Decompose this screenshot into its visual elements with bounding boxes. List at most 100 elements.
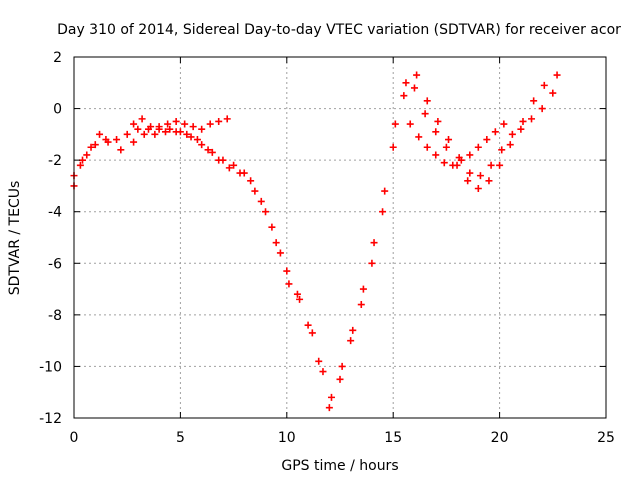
data-point xyxy=(198,125,206,133)
data-point xyxy=(496,161,504,169)
data-point xyxy=(230,161,238,169)
data-point xyxy=(308,329,316,337)
data-point xyxy=(225,164,233,172)
data-point xyxy=(347,337,355,345)
data-point xyxy=(117,146,125,154)
data-point xyxy=(338,362,346,370)
data-point xyxy=(181,120,189,128)
data-point xyxy=(336,375,344,383)
data-point xyxy=(508,130,516,138)
data-point xyxy=(485,177,493,185)
x-tick-label: 10 xyxy=(278,430,296,446)
data-point xyxy=(506,141,514,149)
data-point xyxy=(76,161,84,169)
data-point xyxy=(368,259,376,267)
data-point xyxy=(327,393,335,401)
data-point xyxy=(315,357,323,365)
data-point xyxy=(457,156,465,164)
y-tick-label: -12 xyxy=(39,411,62,427)
data-point xyxy=(442,143,450,151)
data-point xyxy=(183,130,191,138)
data-point xyxy=(464,177,472,185)
data-point xyxy=(204,146,212,154)
data-point xyxy=(483,136,491,144)
data-point xyxy=(381,187,389,195)
data-point xyxy=(283,267,291,275)
axis-ticks: 0 5 10 15 20 25 -12 -10 -8 -6 -4 -2 0 2 xyxy=(39,50,615,446)
data-point xyxy=(410,84,418,92)
data-point xyxy=(130,120,138,128)
y-tick-label: -4 xyxy=(48,205,62,221)
data-point xyxy=(285,280,293,288)
data-point xyxy=(164,120,172,128)
data-point xyxy=(432,128,440,136)
data-point xyxy=(440,159,448,167)
data-point xyxy=(293,290,301,298)
data-point xyxy=(257,197,265,205)
data-point xyxy=(272,239,280,247)
data-point xyxy=(140,130,148,138)
data-point xyxy=(528,115,536,123)
x-tick-label: 15 xyxy=(384,430,402,446)
data-point xyxy=(296,295,304,303)
data-point xyxy=(500,120,508,128)
data-point xyxy=(155,125,163,133)
y-tick-label: 2 xyxy=(53,50,62,66)
y-tick-label: 0 xyxy=(53,102,62,118)
data-point xyxy=(540,81,548,89)
x-tick-label: 5 xyxy=(176,430,185,446)
data-point xyxy=(415,133,423,141)
data-point xyxy=(466,151,474,159)
data-point xyxy=(445,136,453,144)
data-point xyxy=(147,123,155,131)
data-point xyxy=(91,141,99,149)
data-point xyxy=(172,128,180,136)
data-point xyxy=(498,146,506,154)
data-point xyxy=(517,125,525,133)
data-point xyxy=(123,130,131,138)
data-point xyxy=(349,326,357,334)
y-tick-label: -2 xyxy=(48,153,62,169)
data-point xyxy=(166,125,174,133)
data-point xyxy=(413,71,421,79)
data-point xyxy=(487,161,495,169)
data-point xyxy=(172,117,180,125)
data-point xyxy=(187,133,195,141)
data-point xyxy=(325,404,333,412)
data-point xyxy=(193,136,201,144)
y-tick-label: -8 xyxy=(48,308,62,324)
data-point xyxy=(389,143,397,151)
x-tick-label: 0 xyxy=(70,430,79,446)
data-point xyxy=(319,368,327,376)
data-point xyxy=(304,321,312,329)
data-point xyxy=(198,141,206,149)
data-point xyxy=(87,143,95,151)
data-point xyxy=(223,115,231,123)
data-point xyxy=(474,143,482,151)
data-point xyxy=(247,177,255,185)
x-tick-label: 25 xyxy=(597,430,615,446)
data-point xyxy=(549,89,557,97)
data-point xyxy=(215,156,223,164)
data-point xyxy=(530,97,538,105)
data-point xyxy=(189,123,197,131)
data-point xyxy=(206,120,214,128)
data-point xyxy=(79,156,87,164)
data-point xyxy=(104,138,112,146)
data-point xyxy=(406,120,414,128)
chart-title: Day 310 of 2014, Sidereal Day-to-day VTE… xyxy=(57,22,621,38)
data-point xyxy=(113,136,121,144)
data-point xyxy=(538,105,546,113)
data-point xyxy=(359,285,367,293)
data-point xyxy=(236,169,244,177)
data-point xyxy=(432,151,440,159)
data-point xyxy=(391,120,399,128)
data-point xyxy=(519,117,527,125)
data-point xyxy=(474,185,482,193)
y-tick-label: -6 xyxy=(48,256,62,272)
data-point xyxy=(400,92,408,100)
data-markers xyxy=(70,71,561,412)
data-point xyxy=(276,249,284,257)
data-point xyxy=(208,148,216,156)
